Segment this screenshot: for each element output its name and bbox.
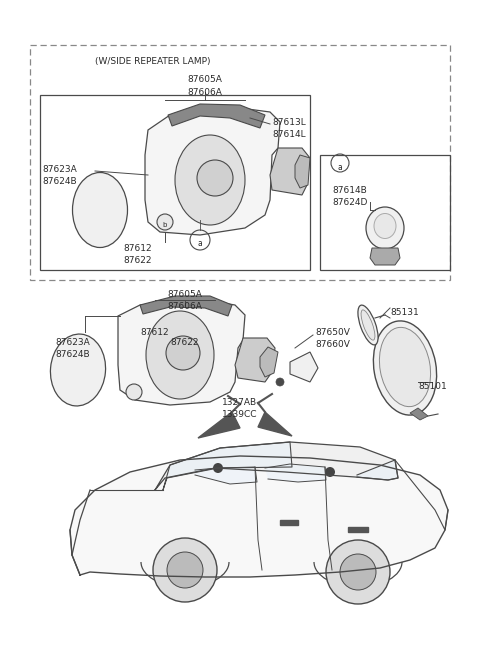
Circle shape <box>153 538 217 602</box>
Text: 87623A: 87623A <box>55 338 90 347</box>
Text: 87624D: 87624D <box>332 198 367 207</box>
Polygon shape <box>140 296 232 316</box>
Ellipse shape <box>146 311 214 399</box>
Text: 87650V: 87650V <box>315 328 350 337</box>
Text: 87606A: 87606A <box>168 302 203 311</box>
Text: 87660V: 87660V <box>315 340 350 349</box>
Text: (W/SIDE REPEATER LAMP): (W/SIDE REPEATER LAMP) <box>95 57 211 66</box>
Polygon shape <box>357 460 398 480</box>
Circle shape <box>325 467 335 477</box>
Bar <box>30 45 450 280</box>
Text: 87614L: 87614L <box>272 130 306 139</box>
Polygon shape <box>235 338 275 382</box>
Text: 85131: 85131 <box>390 308 419 317</box>
Ellipse shape <box>373 321 437 415</box>
Polygon shape <box>155 442 398 490</box>
Polygon shape <box>168 104 265 128</box>
Text: a: a <box>198 238 203 248</box>
Bar <box>320 155 450 270</box>
Text: 87605A: 87605A <box>168 290 203 299</box>
Polygon shape <box>198 412 240 438</box>
Polygon shape <box>265 464 326 482</box>
Polygon shape <box>163 442 292 490</box>
Bar <box>40 95 310 270</box>
Text: 87624B: 87624B <box>55 350 90 359</box>
Text: a: a <box>337 162 342 172</box>
Circle shape <box>326 540 390 604</box>
Text: 85101: 85101 <box>418 382 447 391</box>
Text: 87605A: 87605A <box>188 75 222 84</box>
Ellipse shape <box>361 310 375 340</box>
Circle shape <box>197 160 233 196</box>
Text: 1339CC: 1339CC <box>222 410 258 419</box>
Circle shape <box>157 214 173 230</box>
Text: 87622: 87622 <box>124 256 152 265</box>
Text: 87614B: 87614B <box>332 186 367 195</box>
Polygon shape <box>295 155 310 188</box>
Text: 87612: 87612 <box>124 244 152 253</box>
Ellipse shape <box>374 214 396 238</box>
Polygon shape <box>195 467 257 484</box>
Circle shape <box>276 378 284 386</box>
Text: 87622: 87622 <box>171 338 199 347</box>
Polygon shape <box>70 456 448 577</box>
Circle shape <box>213 463 223 473</box>
Polygon shape <box>118 300 245 405</box>
Polygon shape <box>258 412 292 436</box>
Ellipse shape <box>175 135 245 225</box>
Polygon shape <box>260 347 278 377</box>
Circle shape <box>340 554 376 590</box>
Text: 1327AB: 1327AB <box>222 398 258 407</box>
Polygon shape <box>145 108 280 235</box>
Circle shape <box>166 336 200 370</box>
Polygon shape <box>280 520 298 525</box>
Ellipse shape <box>358 305 378 345</box>
Text: 87613L: 87613L <box>272 118 306 127</box>
Circle shape <box>167 552 203 588</box>
Ellipse shape <box>366 207 404 249</box>
Polygon shape <box>290 352 318 382</box>
Text: 87624B: 87624B <box>42 177 77 186</box>
Text: 87606A: 87606A <box>188 88 222 97</box>
Polygon shape <box>270 148 310 195</box>
Text: 87612: 87612 <box>141 328 169 337</box>
Ellipse shape <box>50 334 106 406</box>
Text: 87623A: 87623A <box>42 165 77 174</box>
Ellipse shape <box>72 172 128 248</box>
Ellipse shape <box>379 328 431 407</box>
Polygon shape <box>370 248 400 265</box>
Text: b: b <box>163 222 167 228</box>
Polygon shape <box>410 408 428 420</box>
Polygon shape <box>348 527 368 532</box>
Circle shape <box>126 384 142 400</box>
